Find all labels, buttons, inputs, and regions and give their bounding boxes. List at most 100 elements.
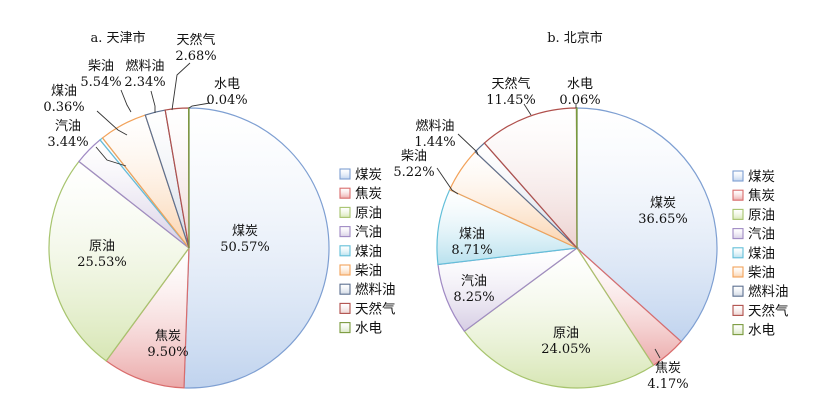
legend-label-hydropower: 水电 xyxy=(748,323,775,339)
legend-swatch-natural-gas xyxy=(339,302,351,314)
slice-name-label-hydropower: 水电 xyxy=(567,77,593,92)
legend-swatch-diesel xyxy=(339,264,351,276)
pie-chart-beijing: b. 北京市 煤炭36.65%焦炭4.17%原油24.05%汽油8.25%煤油8… xyxy=(393,30,788,392)
legend-swatch-hydropower xyxy=(339,322,351,334)
pie-slice-hydropower xyxy=(575,107,578,249)
legend-swatch-fuel-oil xyxy=(732,285,744,297)
slice-value-label-crude-oil: 25.53% xyxy=(77,255,127,270)
pie-slice-coal xyxy=(576,107,718,343)
legend-label-coke: 焦炭 xyxy=(748,188,775,204)
legend-swatch-hydropower xyxy=(732,324,744,336)
slice-value-label-fuel-oil: 2.34% xyxy=(124,75,165,90)
legend-swatch-diesel xyxy=(732,266,744,278)
legend-label-coal: 煤炭 xyxy=(355,167,382,183)
legend-swatch-crude-oil xyxy=(732,208,744,220)
slice-value-label-natural-gas: 11.45% xyxy=(486,93,536,108)
slices-tianjin xyxy=(48,107,330,389)
slice-name-label-natural-gas: 天然气 xyxy=(491,76,530,92)
legend-swatch-gasoline xyxy=(339,226,351,238)
leader-lines-tianjin xyxy=(95,62,211,167)
legend-label-diesel: 柴油 xyxy=(355,263,382,279)
legend-label-gasoline: 汽油 xyxy=(748,227,775,243)
slice-name-label-coal: 煤炭 xyxy=(232,224,258,239)
leader-line-diesel xyxy=(120,89,132,113)
leader-line-hydropower xyxy=(188,102,211,109)
slice-value-label-gasoline: 3.44% xyxy=(47,135,88,150)
slice-value-label-natural-gas: 2.68% xyxy=(175,49,216,64)
slice-name-label-fuel-oil: 燃料油 xyxy=(125,58,164,74)
slice-value-label-diesel: 5.22% xyxy=(393,165,434,180)
slices-beijing xyxy=(436,107,718,389)
chart-title-beijing: b. 北京市 xyxy=(547,30,603,46)
slice-value-label-crude-oil: 24.05% xyxy=(541,342,591,357)
legend-label-diesel: 柴油 xyxy=(748,265,775,281)
legend-label-crude-oil: 原油 xyxy=(748,207,775,223)
legend-label-coke: 焦炭 xyxy=(355,186,382,202)
legend-swatch-coke xyxy=(732,189,744,201)
slice-value-label-coal: 50.57% xyxy=(220,240,270,255)
slice-name-label-kerosene: 煤油 xyxy=(51,84,77,99)
legend-label-gasoline: 汽油 xyxy=(355,225,382,241)
slice-value-label-hydropower: 0.06% xyxy=(559,93,600,108)
legend-label-crude-oil: 原油 xyxy=(355,205,382,221)
legend-swatch-crude-oil xyxy=(339,206,351,218)
pie-slice-coke xyxy=(105,246,190,389)
legend-swatch-coke xyxy=(339,187,351,199)
legend-label-fuel-oil: 燃料油 xyxy=(748,283,789,300)
legend-swatch-kerosene xyxy=(732,247,744,259)
slice-value-label-fuel-oil: 1.44% xyxy=(414,135,455,150)
slice-value-label-kerosene: 0.36% xyxy=(43,100,84,115)
slice-value-label-kerosene: 8.71% xyxy=(451,243,492,258)
leader-line-kerosene xyxy=(96,110,128,136)
slice-value-label-diesel: 5.54% xyxy=(80,75,121,90)
legend-swatch-gasoline xyxy=(732,228,744,240)
slice-name-label-coke: 焦炭 xyxy=(655,361,681,376)
slice-name-label-hydropower: 水电 xyxy=(214,77,240,92)
slice-name-label-gasoline: 汽油 xyxy=(461,274,487,289)
slice-value-label-gasoline: 8.25% xyxy=(453,290,494,305)
legend-swatch-kerosene xyxy=(339,245,351,257)
slice-name-label-crude-oil: 原油 xyxy=(553,326,579,341)
slice-name-label-coke: 焦炭 xyxy=(155,329,181,344)
leader-line-natural-gas xyxy=(171,62,191,111)
pie-slice-coal xyxy=(183,107,330,389)
leader-line-fuel-oil xyxy=(150,90,156,113)
pie-slice-crude-oil xyxy=(48,160,190,362)
legend-swatch-natural-gas xyxy=(732,304,744,316)
legend-label-natural-gas: 天然气 xyxy=(355,300,396,317)
legend-label-fuel-oil: 燃料油 xyxy=(355,281,396,298)
legend-label-kerosene: 煤油 xyxy=(748,246,775,262)
legend-label-kerosene: 煤油 xyxy=(355,244,382,260)
pie-chart-tianjin: a. 天津市 煤炭50.57%焦炭9.50%原油25.53%汽油3.44%煤油0… xyxy=(43,30,396,389)
slice-name-label-crude-oil: 原油 xyxy=(89,239,115,254)
slice-value-label-coke: 9.50% xyxy=(147,345,188,360)
slice-value-label-coal: 36.65% xyxy=(638,212,688,227)
slice-name-label-coal: 煤炭 xyxy=(650,196,676,211)
pie-slice-natural-gas xyxy=(483,107,578,250)
slice-value-label-coke: 4.17% xyxy=(647,377,688,392)
legend-label-coal: 煤炭 xyxy=(748,169,775,185)
slice-value-label-hydropower: 0.04% xyxy=(206,93,247,108)
leader-lines-beijing xyxy=(436,103,661,359)
leader-line-diesel xyxy=(436,167,459,195)
leader-line-natural-gas xyxy=(523,103,532,116)
leader-line-gasoline xyxy=(95,146,127,167)
pie-slice-crude-oil xyxy=(463,247,655,389)
legend-swatch-fuel-oil xyxy=(339,283,351,295)
slice-name-label-kerosene: 煤油 xyxy=(459,227,485,242)
chart-title-tianjin: a. 天津市 xyxy=(90,30,145,46)
slice-name-label-diesel: 柴油 xyxy=(88,59,114,74)
slice-name-label-natural-gas: 天然气 xyxy=(176,32,215,48)
slice-name-label-gasoline: 汽油 xyxy=(55,119,81,134)
slice-name-label-fuel-oil: 燃料油 xyxy=(415,118,454,134)
legend-label-natural-gas: 天然气 xyxy=(748,302,789,319)
leader-line-fuel-oil xyxy=(457,133,479,156)
legend-swatch-coal xyxy=(732,170,744,182)
legend-label-hydropower: 水电 xyxy=(355,321,382,337)
slice-name-label-diesel: 柴油 xyxy=(401,149,427,164)
